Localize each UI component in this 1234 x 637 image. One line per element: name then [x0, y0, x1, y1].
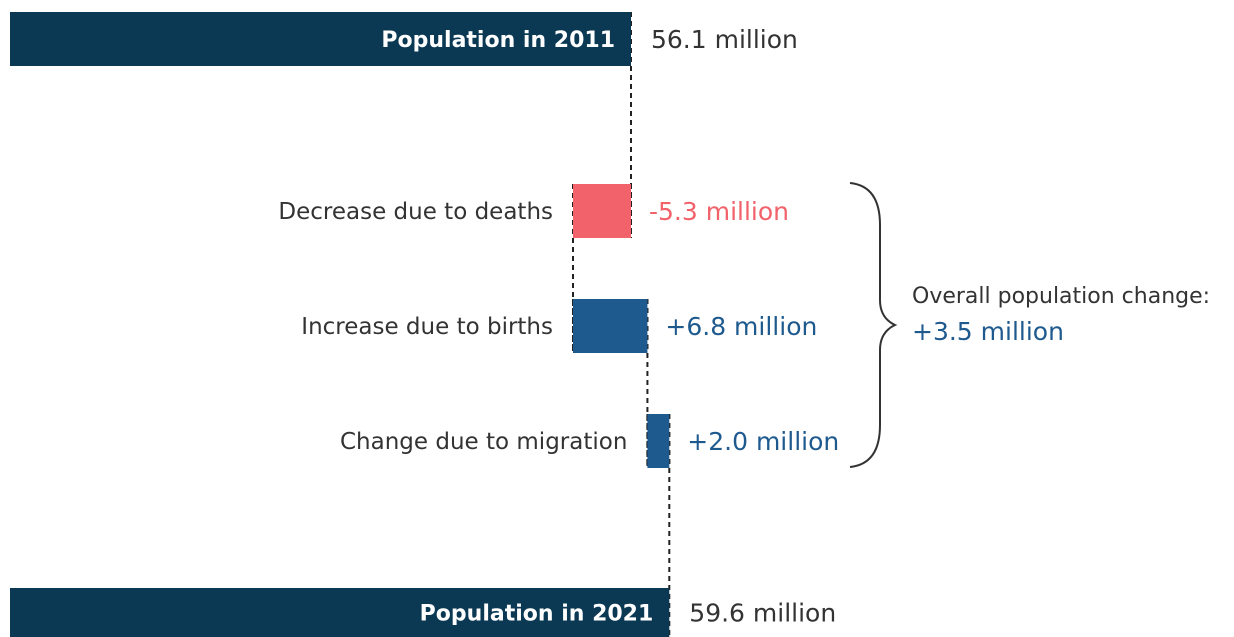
- category-label-increase-due-to-births: Increase due to births: [301, 314, 553, 340]
- category-label-population-in-2021: Population in 2021: [420, 602, 654, 627]
- summary-brace: [849, 182, 898, 468]
- bar-population-in-2021: [10, 588, 670, 637]
- summary-value: +3.5 million: [912, 317, 1064, 346]
- value-label-increase-due-to-births: +6.8 million: [665, 312, 817, 341]
- category-label-decrease-due-to-deaths: Decrease due to deaths: [278, 199, 553, 225]
- value-label-population-in-2021: 59.6 million: [689, 599, 836, 628]
- value-label-decrease-due-to-deaths: -5.3 million: [649, 197, 789, 226]
- bar-decrease-due-to-deaths: [573, 184, 631, 238]
- summary-label: Overall population change:: [912, 284, 1210, 309]
- bars: [10, 12, 670, 637]
- summary-annotation: Overall population change: +3.5 million: [849, 182, 1210, 468]
- value-label-change-due-to-migration: +2.0 million: [687, 427, 839, 456]
- value-label-population-in-2011: 56.1 million: [651, 25, 798, 54]
- category-label-population-in-2011: Population in 2011: [381, 28, 615, 53]
- bar-population-in-2011: [10, 12, 631, 66]
- labels: Population in 2011 56.1 million Decrease d…: [278, 25, 839, 628]
- bar-change-due-to-migration: [647, 414, 670, 468]
- category-label-change-due-to-migration: Change due to migration: [340, 429, 627, 455]
- bar-increase-due-to-births: [573, 299, 648, 353]
